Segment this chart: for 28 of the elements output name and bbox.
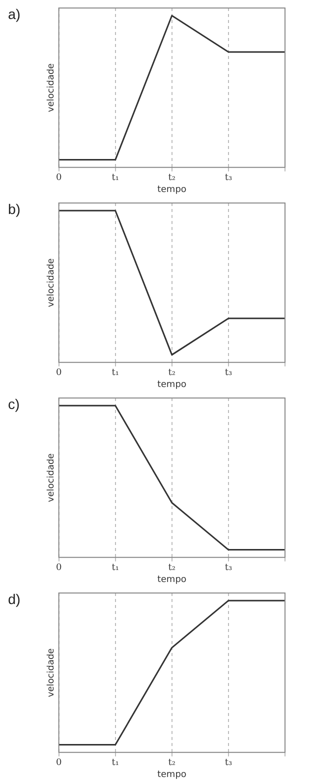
- x-tick-label: t₂: [168, 368, 176, 378]
- chart-title: a): [8, 6, 20, 22]
- x-axis-title: tempo: [157, 380, 187, 390]
- x-tick-label: 0: [56, 368, 62, 378]
- y-axis-title: velocidade: [46, 62, 57, 112]
- y-axis-title: velocidade: [46, 452, 57, 502]
- y-axis-title: velocidade: [46, 648, 57, 698]
- x-tick-label: t₁: [112, 173, 119, 184]
- x-tick-label: 0: [56, 758, 62, 768]
- x-tick-label: t₁: [112, 368, 119, 378]
- x-tick-label: t₁: [112, 758, 119, 768]
- x-tick-label: 0: [56, 563, 62, 574]
- chart-title: c): [8, 396, 20, 412]
- x-axis-title: tempo: [157, 770, 187, 780]
- chart-title: d): [8, 591, 20, 607]
- x-tick-label: t₂: [168, 563, 176, 574]
- x-tick-label: t₃: [224, 173, 232, 184]
- x-tick-label: t₁: [112, 563, 119, 574]
- y-axis-title: velocidade: [46, 258, 57, 308]
- x-tick-label: t₂: [168, 758, 176, 768]
- x-tick-label: t₂: [168, 173, 176, 184]
- x-axis-title: tempo: [157, 574, 187, 585]
- x-tick-label: t₃: [224, 368, 232, 378]
- x-tick-label: t₃: [224, 758, 232, 768]
- x-axis-title: tempo: [157, 184, 187, 195]
- x-tick-label: 0: [56, 173, 62, 184]
- chart-title: b): [8, 201, 20, 217]
- x-tick-label: t₃: [224, 563, 232, 574]
